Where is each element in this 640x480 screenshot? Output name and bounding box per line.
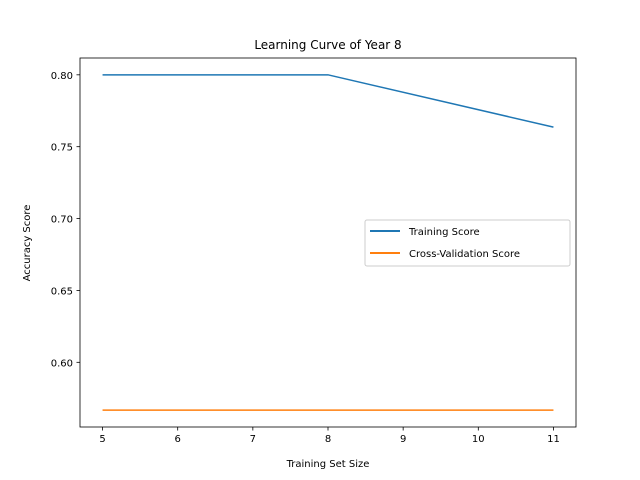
legend-box [364, 219, 571, 267]
chart-title: Learning Curve of Year 8 [254, 38, 401, 52]
x-tick-label: 6 [175, 434, 181, 445]
x-tick-label: 9 [400, 434, 406, 445]
y-axis-label: Accuracy Score [22, 205, 33, 282]
x-tick-label: 8 [325, 434, 331, 445]
y-axis-ticks: 0.60 0.65 0.70 0.75 0.80 [51, 71, 80, 369]
legend: Training Score Cross-Validation Score [364, 219, 571, 267]
y-tick-label: 0.60 [51, 358, 73, 369]
x-tick-label: 10 [472, 434, 485, 445]
legend-label-cross-validation-score: Cross-Validation Score [409, 249, 520, 260]
y-tick-label: 0.75 [51, 143, 73, 154]
x-tick-label: 11 [547, 434, 560, 445]
y-tick-label: 0.65 [51, 286, 73, 297]
series-line-training-score [102, 74, 554, 128]
x-tick-label: 5 [99, 434, 105, 445]
x-axis-label: Training Set Size [286, 459, 370, 470]
legend-label-training-score: Training Score [408, 227, 480, 238]
x-tick-label: 7 [250, 434, 256, 445]
y-tick-label: 0.80 [51, 71, 73, 82]
x-axis-ticks: 5 6 7 8 9 10 11 [99, 427, 560, 445]
y-tick-label: 0.70 [51, 215, 73, 226]
